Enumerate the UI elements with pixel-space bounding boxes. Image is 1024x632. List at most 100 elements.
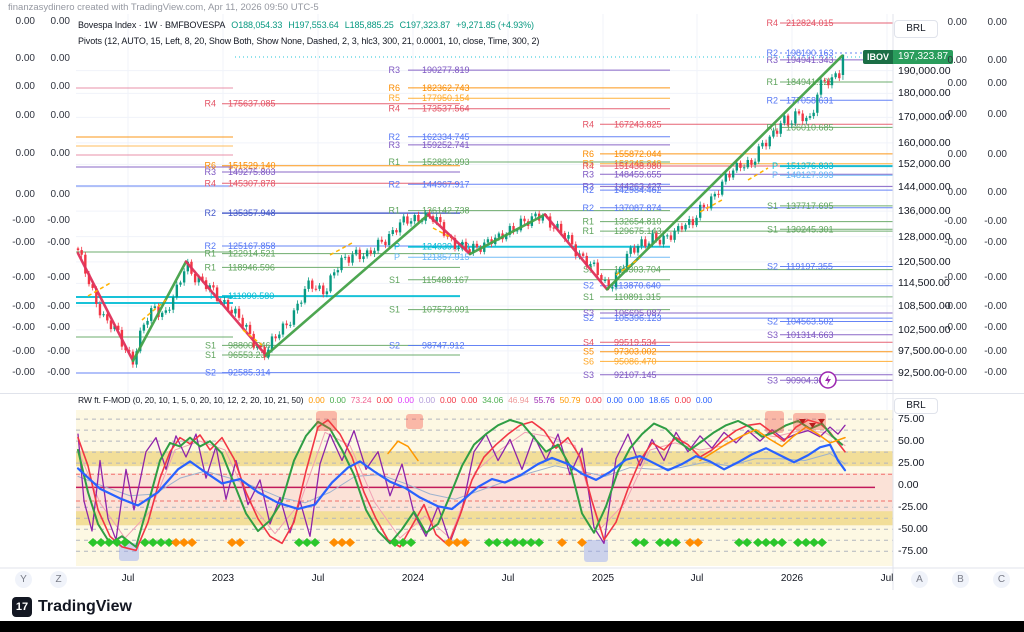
left-zero-value: -0.00 (12, 301, 35, 312)
tradingview-footer-link[interactable]: 17 TradingView (12, 597, 132, 617)
candle-body (354, 249, 358, 255)
candle-body (816, 94, 819, 113)
trend-dash-segment (432, 227, 453, 239)
pivot-value: 98747.912 (422, 341, 465, 351)
candle-body (567, 235, 570, 239)
candle-body (655, 233, 658, 240)
fmod-value: 46.94 (508, 395, 529, 405)
fmod-value: 34.06 (482, 395, 504, 405)
pivot-label: S3 (767, 375, 778, 385)
price-tick-label: 144,000.00 (898, 181, 951, 194)
left-zero-value: -0.00 (12, 237, 35, 248)
candle-body (150, 308, 153, 321)
pivot-value: 182362.743 (422, 83, 470, 93)
time-range-button-y[interactable]: Y (15, 571, 32, 588)
candle-body (541, 216, 545, 221)
bottom-black-bar (0, 621, 1024, 632)
indicator-scale[interactable]: 75.00 50.00 25.00 0.00 -25.00 -50.00 -75.00 (893, 410, 1024, 566)
candle-body (472, 243, 475, 253)
time-range-button-a[interactable]: A (911, 571, 928, 588)
fmod-value: 0.00 (308, 395, 325, 405)
right-zero-value: -0.00 (984, 322, 1007, 333)
candle-body (457, 247, 460, 249)
last-price-badge[interactable]: IBOV 197,323.87 (863, 50, 954, 64)
pivot-value: 152882.993 (422, 157, 470, 167)
candle-body (175, 284, 179, 298)
candle-body (516, 230, 519, 232)
pivot-label: S3 (583, 370, 594, 380)
left-zero-value: -0.00 (47, 367, 70, 378)
time-range-button-z[interactable]: Z (50, 571, 67, 588)
pivot-label: S2 (767, 317, 778, 327)
candle-body (592, 262, 596, 264)
right-zero-value: -0.00 (984, 216, 1007, 227)
symbol-ticker-label: IBOV (863, 50, 894, 64)
candle-body (409, 221, 413, 224)
pivot-value: 167243.825 (614, 119, 662, 129)
sell-arrow-mark (799, 419, 806, 424)
symbol-legend[interactable]: Bovespa Index · 1W · BMFBOVESPA O188,054.… (78, 20, 540, 30)
fmod-indicator-legend[interactable]: RW ft. F-MOD (0, 20, 10, 1, 5, 0, 20, 10… (78, 395, 717, 405)
right-zero-value: 0.00 (947, 55, 967, 66)
green-diamond-signal (671, 537, 681, 547)
candle-body (673, 230, 676, 240)
left-zero-value: 0.00 (15, 16, 35, 27)
candle-body (453, 238, 457, 249)
candle-body (380, 239, 383, 242)
price-tick-label: 128,000.00 (898, 230, 951, 243)
indicator-band (76, 451, 893, 467)
green-diamond-signal (753, 537, 763, 547)
fmod-value: 0.00 (674, 395, 691, 405)
pivot-label: R2 (582, 185, 594, 195)
price-scale-currency-button[interactable]: BRL (894, 20, 938, 38)
candle-body (270, 336, 274, 350)
left-zero-value: 0.00 (15, 110, 35, 121)
candle-body (563, 232, 566, 239)
candle-body (585, 255, 588, 266)
oversold-highlight-box (584, 540, 608, 562)
time-range-button-b[interactable]: B (952, 571, 969, 588)
price-tick-label: 180,000.00 (898, 87, 951, 100)
pivots-indicator-legend[interactable]: Pivots (12, AUTO, 15, Left, 8, 20, Show … (78, 36, 540, 46)
pivot-label: S1 (583, 265, 594, 275)
candle-body (581, 253, 585, 256)
time-axis[interactable]: Jul 2023 Jul 2024 Jul 2025 Jul 2026 Jul Y Z A B C (0, 568, 1024, 592)
candle-body (413, 215, 416, 222)
candle-body (347, 256, 351, 263)
price-scale[interactable]: 190,000.00 180,000.00 170,000.00 160,000.00… (893, 14, 1024, 392)
pivot-label: S1 (205, 340, 216, 350)
sell-arrow-mark (818, 419, 825, 424)
indicator-tick-label: -25.00 (898, 501, 928, 514)
candle-body (307, 280, 310, 289)
trend-dash-segment (141, 299, 167, 321)
candle-body (281, 323, 285, 335)
orange-diamond-signal (171, 537, 181, 547)
candle-body (600, 275, 603, 280)
zigzag-segment (426, 213, 472, 256)
pivot-value: 136142.738 (422, 206, 470, 216)
pivot-label: R6 (388, 83, 400, 93)
candle-body (786, 115, 790, 125)
candle-body (461, 241, 464, 248)
green-diamond-signal (484, 537, 494, 547)
candle-body (570, 235, 574, 245)
pivot-label: R5 (582, 159, 594, 169)
candle-body (746, 159, 749, 168)
pivot-label: R2 (388, 179, 400, 189)
right-zero-value: 0.00 (987, 55, 1007, 66)
pivot-value: 118303.704 (614, 265, 661, 275)
pivot-label: R6 (582, 149, 594, 159)
candle-body (259, 345, 263, 348)
price-tick-label: 152,000.00 (898, 158, 951, 171)
right-zero-value: -0.00 (984, 301, 1007, 312)
fmod-value: 50.79 (559, 395, 581, 405)
indicator-scale-currency-button[interactable]: BRL (894, 398, 938, 414)
pivot-value: 104563.502 (786, 317, 834, 327)
green-diamond-signal (112, 537, 122, 547)
pivot-value: 177950.154 (422, 93, 470, 103)
candle-body (226, 300, 230, 310)
fmod-value: 0.00 (439, 395, 457, 405)
candle-body (212, 285, 215, 288)
time-range-button-c[interactable]: C (993, 571, 1010, 588)
